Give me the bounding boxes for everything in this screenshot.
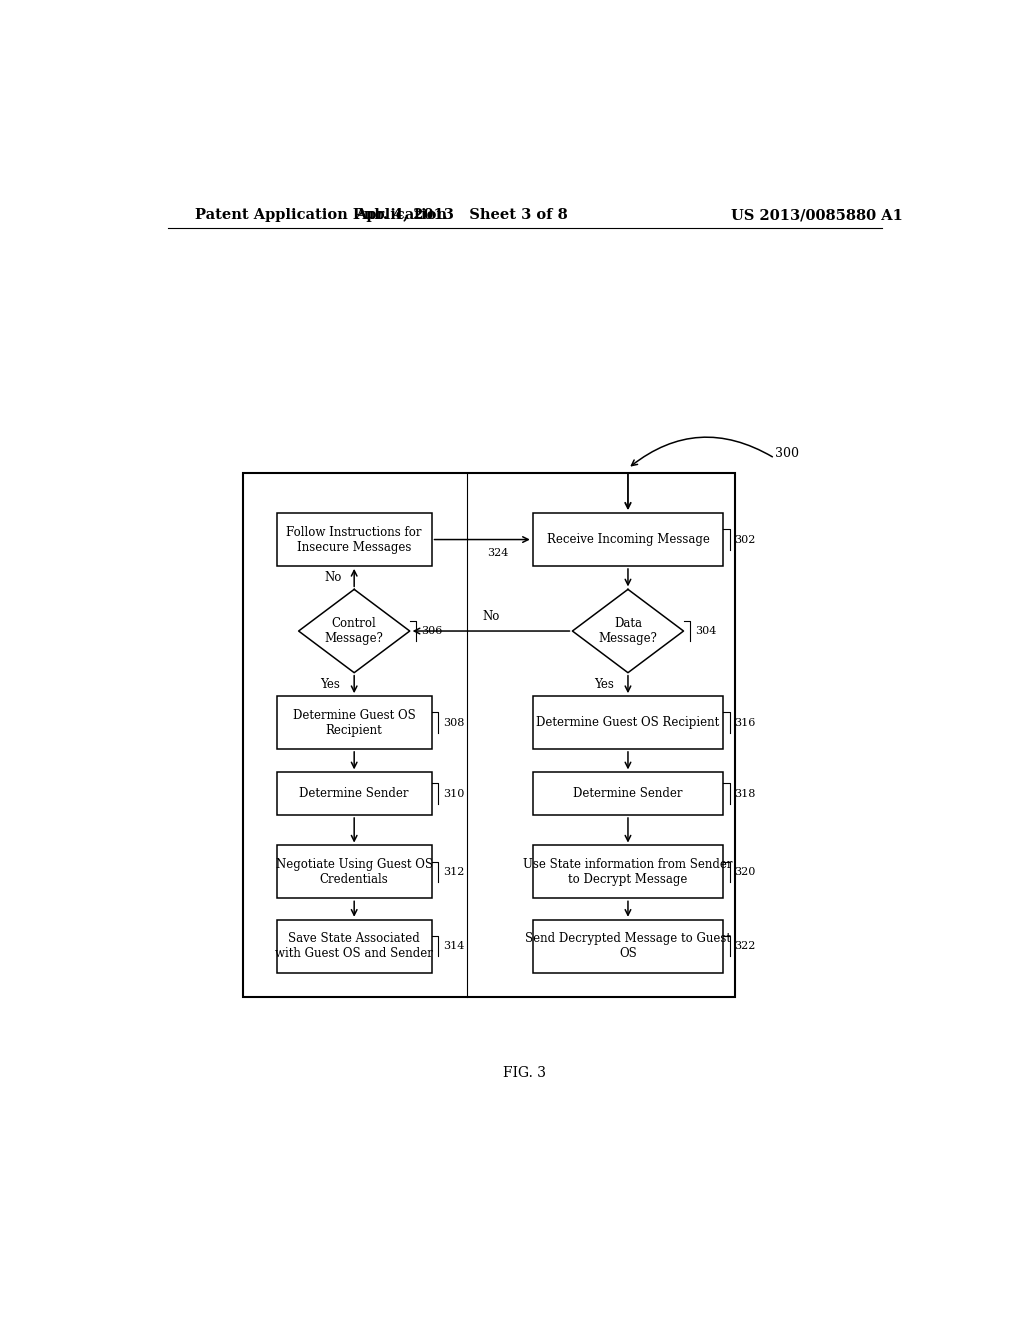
Text: Patent Application Publication: Patent Application Publication: [196, 209, 447, 222]
Bar: [532, 920, 723, 973]
Bar: [276, 513, 431, 566]
Text: Receive Incoming Message: Receive Incoming Message: [547, 533, 710, 546]
Text: Yes: Yes: [594, 678, 613, 690]
Text: Determine Guest OS
Recipient: Determine Guest OS Recipient: [293, 709, 416, 737]
Text: Follow Instructions for
Insecure Messages: Follow Instructions for Insecure Message…: [287, 525, 422, 553]
Bar: [532, 772, 723, 814]
Bar: [276, 696, 431, 748]
Text: Determine Guest OS Recipient: Determine Guest OS Recipient: [537, 715, 720, 729]
Text: 320: 320: [734, 867, 756, 876]
Text: 302: 302: [734, 535, 756, 545]
Bar: [532, 513, 723, 566]
Bar: [276, 772, 431, 814]
Polygon shape: [299, 589, 410, 673]
Text: 314: 314: [442, 941, 464, 952]
Text: No: No: [325, 570, 341, 583]
Text: 322: 322: [734, 941, 756, 952]
Text: Data
Message?: Data Message?: [599, 616, 657, 645]
Text: 300: 300: [775, 446, 799, 459]
Text: 306: 306: [421, 626, 442, 636]
Text: Use State information from Sender
to Decrypt Message: Use State information from Sender to Dec…: [523, 858, 733, 886]
Text: 310: 310: [442, 788, 464, 799]
Text: Control
Message?: Control Message?: [325, 616, 384, 645]
Text: Determine Sender: Determine Sender: [299, 787, 409, 800]
Bar: [532, 846, 723, 899]
Text: US 2013/0085880 A1: US 2013/0085880 A1: [731, 209, 903, 222]
Text: Send Decrypted Message to Guest
OS: Send Decrypted Message to Guest OS: [525, 932, 731, 960]
Text: Apr. 4, 2013   Sheet 3 of 8: Apr. 4, 2013 Sheet 3 of 8: [355, 209, 567, 222]
Bar: [243, 474, 735, 997]
Text: No: No: [482, 610, 500, 623]
Text: 318: 318: [734, 788, 756, 799]
Text: Negotiate Using Guest OS
Credentials: Negotiate Using Guest OS Credentials: [275, 858, 433, 886]
Text: FIG. 3: FIG. 3: [504, 1067, 546, 1080]
Text: 324: 324: [487, 548, 509, 557]
Text: Determine Sender: Determine Sender: [573, 787, 683, 800]
Polygon shape: [572, 589, 684, 673]
Text: 308: 308: [442, 718, 464, 727]
Bar: [532, 696, 723, 748]
Text: 316: 316: [734, 718, 756, 727]
Text: 304: 304: [694, 626, 716, 636]
Text: Yes: Yes: [321, 678, 340, 690]
Bar: [276, 920, 431, 973]
Bar: [276, 846, 431, 899]
Text: Save State Associated
with Guest OS and Sender: Save State Associated with Guest OS and …: [275, 932, 433, 960]
Text: 312: 312: [442, 867, 464, 876]
